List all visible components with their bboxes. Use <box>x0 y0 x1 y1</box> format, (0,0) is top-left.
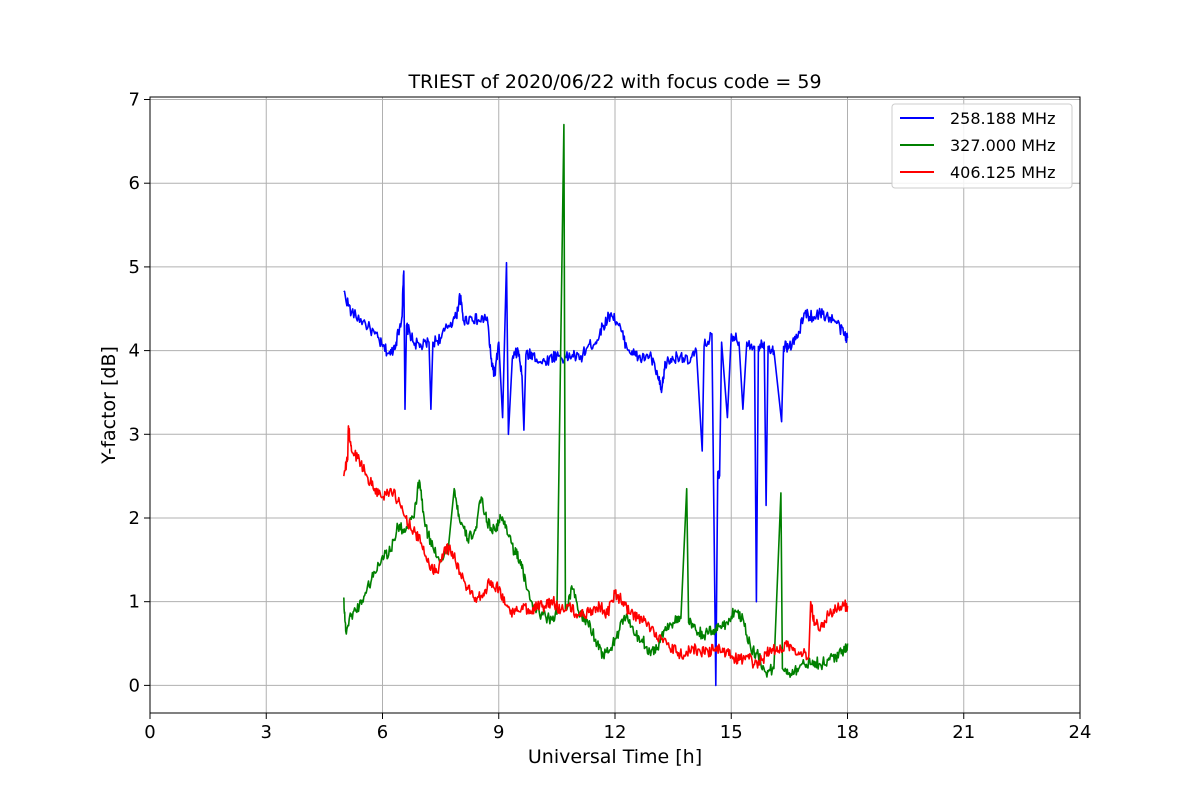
x-tick-label: 24 <box>1069 722 1092 743</box>
x-tick-label: 12 <box>604 722 627 743</box>
legend-box <box>891 103 1073 189</box>
y-tick-label: 5 <box>129 257 140 278</box>
y-tick-label: 6 <box>129 173 140 194</box>
series-line <box>343 261 849 687</box>
legend-entry-label: 327.000 MHz <box>950 136 1055 155</box>
x-axis-label: Universal Time [h] <box>528 746 702 768</box>
x-tick-label: 3 <box>261 722 272 743</box>
y-axis-label: Y-factor [dB] <box>98 346 120 465</box>
chart-title: TRIEST of 2020/06/22 with focus code = 5… <box>407 71 821 93</box>
y-tick-label: 0 <box>129 675 140 696</box>
legend-entry-label: 258.188 MHz <box>950 109 1055 128</box>
x-tick-label: 0 <box>144 722 155 743</box>
x-tick-label: 6 <box>377 722 388 743</box>
y-tick-label: 3 <box>129 424 140 445</box>
legend-entry-label: 406.125 MHz <box>950 163 1055 182</box>
y-tick-label: 4 <box>129 341 140 362</box>
series-line <box>343 425 849 669</box>
plot-series <box>343 123 849 687</box>
legend: 258.188 MHz 327.000 MHz 406.125 MHz <box>891 103 1073 189</box>
y-tick-label: 7 <box>129 90 140 111</box>
x-tick-label: 21 <box>952 722 975 743</box>
x-tick-label: 9 <box>493 722 504 743</box>
y-tick-label: 2 <box>129 508 140 529</box>
y-tick-label: 1 <box>129 592 140 613</box>
x-tick-label: 15 <box>720 722 743 743</box>
x-tick-label: 18 <box>836 722 859 743</box>
